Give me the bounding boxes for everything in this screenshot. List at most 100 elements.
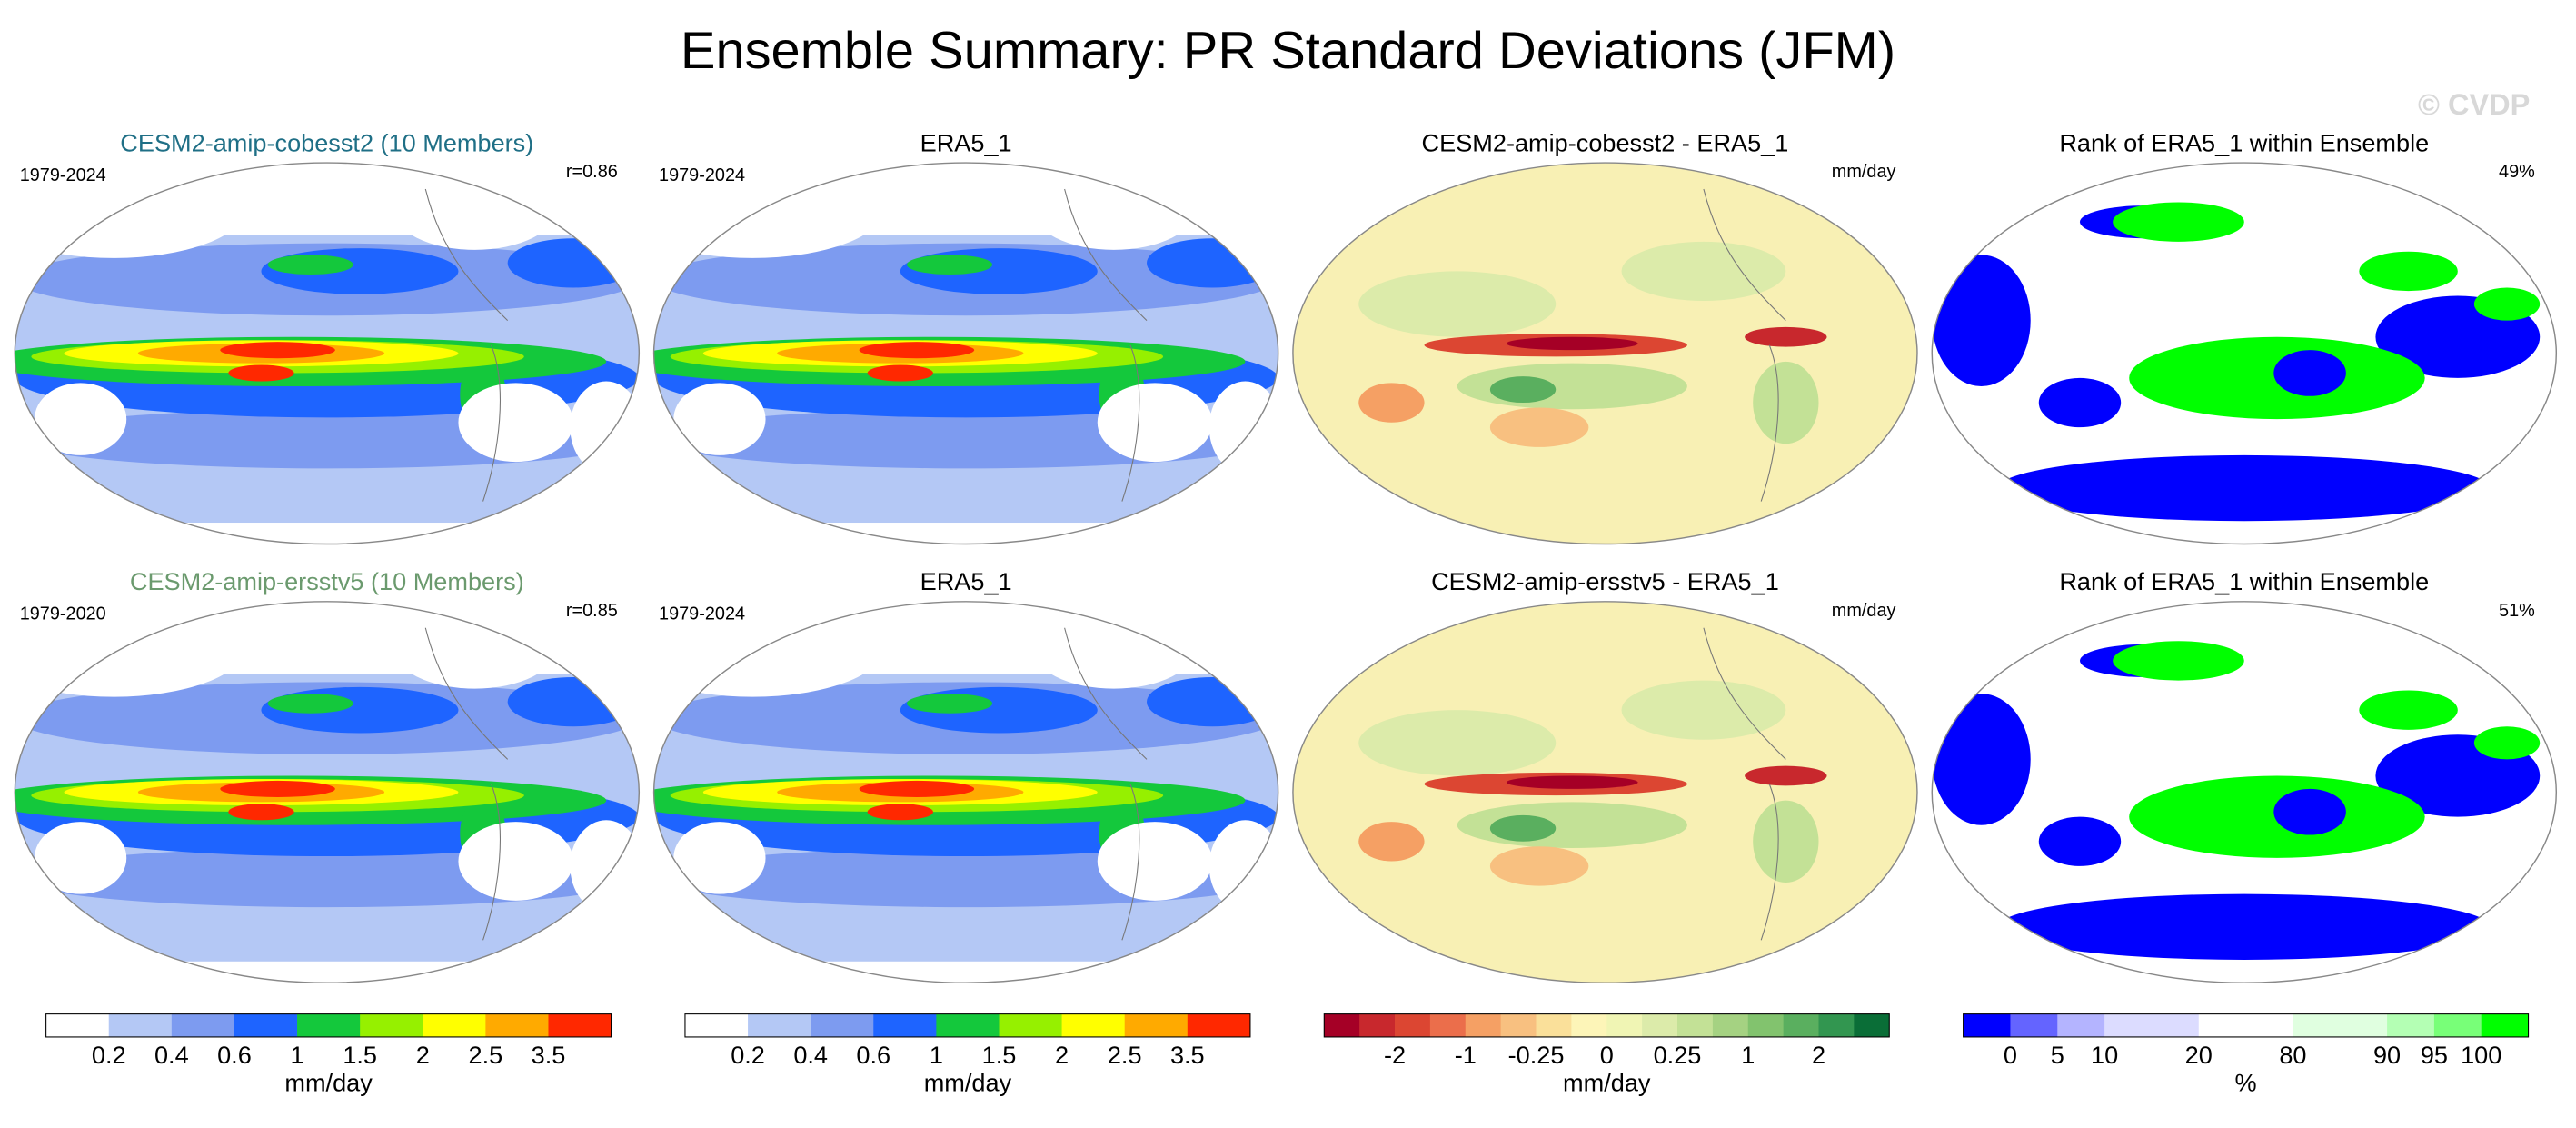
colorbar-label: 100 [2461, 1041, 2501, 1069]
colorbar-label: 0.2 [92, 1041, 126, 1069]
colorbar-frame [684, 1013, 1251, 1038]
panel-title: CESM2-amip-cobesst2 (10 Members) [120, 128, 533, 156]
colorbar-cell [1712, 1013, 1749, 1037]
colorbar-cell [1429, 1013, 1467, 1037]
colorbar-cell [1187, 1013, 1251, 1037]
map-outline [1931, 601, 2558, 984]
colorbar-unit: mm/day [1563, 1069, 1651, 1097]
colorbar-cell [2433, 1013, 2482, 1037]
period: 1979-2024 [659, 165, 745, 185]
colorbar-label: 2 [416, 1041, 430, 1069]
colorbar-cell [45, 1013, 110, 1037]
colorbar-cell [2245, 1013, 2293, 1037]
colorbar-cell [1854, 1013, 1890, 1037]
colorbar-label: 2.5 [1108, 1041, 1142, 1069]
colorbar-cell [1500, 1013, 1537, 1037]
colorbar-label: -0.25 [1508, 1041, 1565, 1069]
colorbar-cell [2387, 1013, 2435, 1037]
colorbar-label: 2 [1812, 1041, 1825, 1069]
colorbar-cell [1818, 1013, 1855, 1037]
panel-title: ERA5_1 [920, 128, 1012, 156]
panel-title: CESM2-amip-cobesst2 - ERA5_1 [1422, 128, 1789, 156]
watermark: © CVDP [2418, 88, 2530, 121]
map [621, 598, 1281, 983]
colorbar-label: 5 [2051, 1041, 2064, 1069]
map-outline [1292, 162, 1918, 545]
colorbar-cell [936, 1013, 1000, 1037]
colorbar-label: 0 [2004, 1041, 2017, 1069]
colorbar-label: 1.5 [982, 1041, 1017, 1069]
colorbar-cell [811, 1013, 874, 1037]
colorbar-cell [2293, 1013, 2341, 1037]
map-outline [14, 162, 641, 545]
colorbar-cell [423, 1013, 486, 1037]
colorbar-label: 3.5 [1170, 1041, 1205, 1069]
colorbar-cell [2340, 1013, 2388, 1037]
panel-title: Rank of ERA5_1 within Ensemble [2059, 128, 2429, 156]
panel-title: Rank of ERA5_1 within Ensemble [2059, 567, 2429, 595]
period: 1979-2024 [20, 165, 106, 185]
colorbar-label: 95 [2421, 1041, 2448, 1069]
panel-stat: r=0.86 [566, 162, 618, 182]
colorbar-label: 0 [1600, 1041, 1614, 1069]
colorbar-cell [1747, 1013, 1784, 1037]
colorbar-cell [1536, 1013, 1572, 1037]
map [621, 159, 1281, 544]
colorbar-cell [1124, 1013, 1189, 1037]
panel-title: CESM2-amip-ersstv5 - ERA5_1 [1431, 567, 1779, 595]
colorbar-cell [2151, 1013, 2200, 1037]
colorbar-cell [360, 1013, 423, 1037]
colorbar-cell [1783, 1013, 1819, 1037]
map [1932, 163, 2556, 544]
panel-stat: r=0.85 [566, 601, 618, 621]
panel-stat: 51% [2499, 601, 2535, 621]
colorbar-unit: mm/day [924, 1069, 1012, 1097]
colorbar-cell [999, 1013, 1062, 1037]
panel-stat: 49% [2499, 162, 2535, 182]
colorbar-cell [1324, 1013, 1360, 1037]
colorbar-label: 20 [2185, 1041, 2213, 1069]
colorbar-label: -2 [1384, 1041, 1406, 1069]
colorbar-frame [45, 1013, 612, 1038]
map-outline [14, 601, 641, 984]
colorbar-label: 1 [291, 1041, 304, 1069]
colorbar-cell [1606, 1013, 1643, 1037]
panel-title: CESM2-amip-ersstv5 (10 Members) [130, 567, 524, 595]
colorbar-cell [1963, 1013, 2011, 1037]
colorbar-label: 0.4 [793, 1041, 828, 1069]
panel-stat: mm/day [1832, 162, 1896, 182]
colorbar-label: 1 [1741, 1041, 1755, 1069]
colorbar-frame [1323, 1013, 1890, 1038]
colorbar-cell [1571, 1013, 1607, 1037]
colorbar-cell [748, 1013, 811, 1037]
colorbar-cell [1359, 1013, 1396, 1037]
colorbar-cell [548, 1013, 612, 1037]
colorbar-cell [1465, 1013, 1502, 1037]
colorbar-label: 2.5 [469, 1041, 503, 1069]
colorbar-cell [234, 1013, 298, 1037]
colorbar-cell [1061, 1013, 1126, 1037]
colorbar-cell [1677, 1013, 1714, 1037]
map [1293, 163, 1917, 544]
panel-stat: mm/day [1832, 601, 1896, 621]
colorbar-label: 3.5 [532, 1041, 566, 1069]
colorbar-label: 0.25 [1654, 1041, 1702, 1069]
colorbar-label: 0.6 [217, 1041, 252, 1069]
colorbar-label: 2 [1055, 1041, 1069, 1069]
colorbar-label: -1 [1455, 1041, 1477, 1069]
colorbar-cell [108, 1013, 173, 1037]
colorbar-label: 1 [930, 1041, 943, 1069]
colorbar-label: 10 [2091, 1041, 2118, 1069]
colorbar-label: 0.4 [154, 1041, 189, 1069]
colorbar-cell [297, 1013, 361, 1037]
colorbar-cell [171, 1013, 235, 1037]
colorbar-cell [1642, 1013, 1678, 1037]
colorbar-frame [1963, 1013, 2530, 1038]
colorbar-cell [2010, 1013, 2058, 1037]
colorbar-label: 0.2 [731, 1041, 765, 1069]
colorbar-label: 1.5 [343, 1041, 377, 1069]
colorbar-cell [2104, 1013, 2153, 1037]
map-outline [652, 601, 1279, 984]
